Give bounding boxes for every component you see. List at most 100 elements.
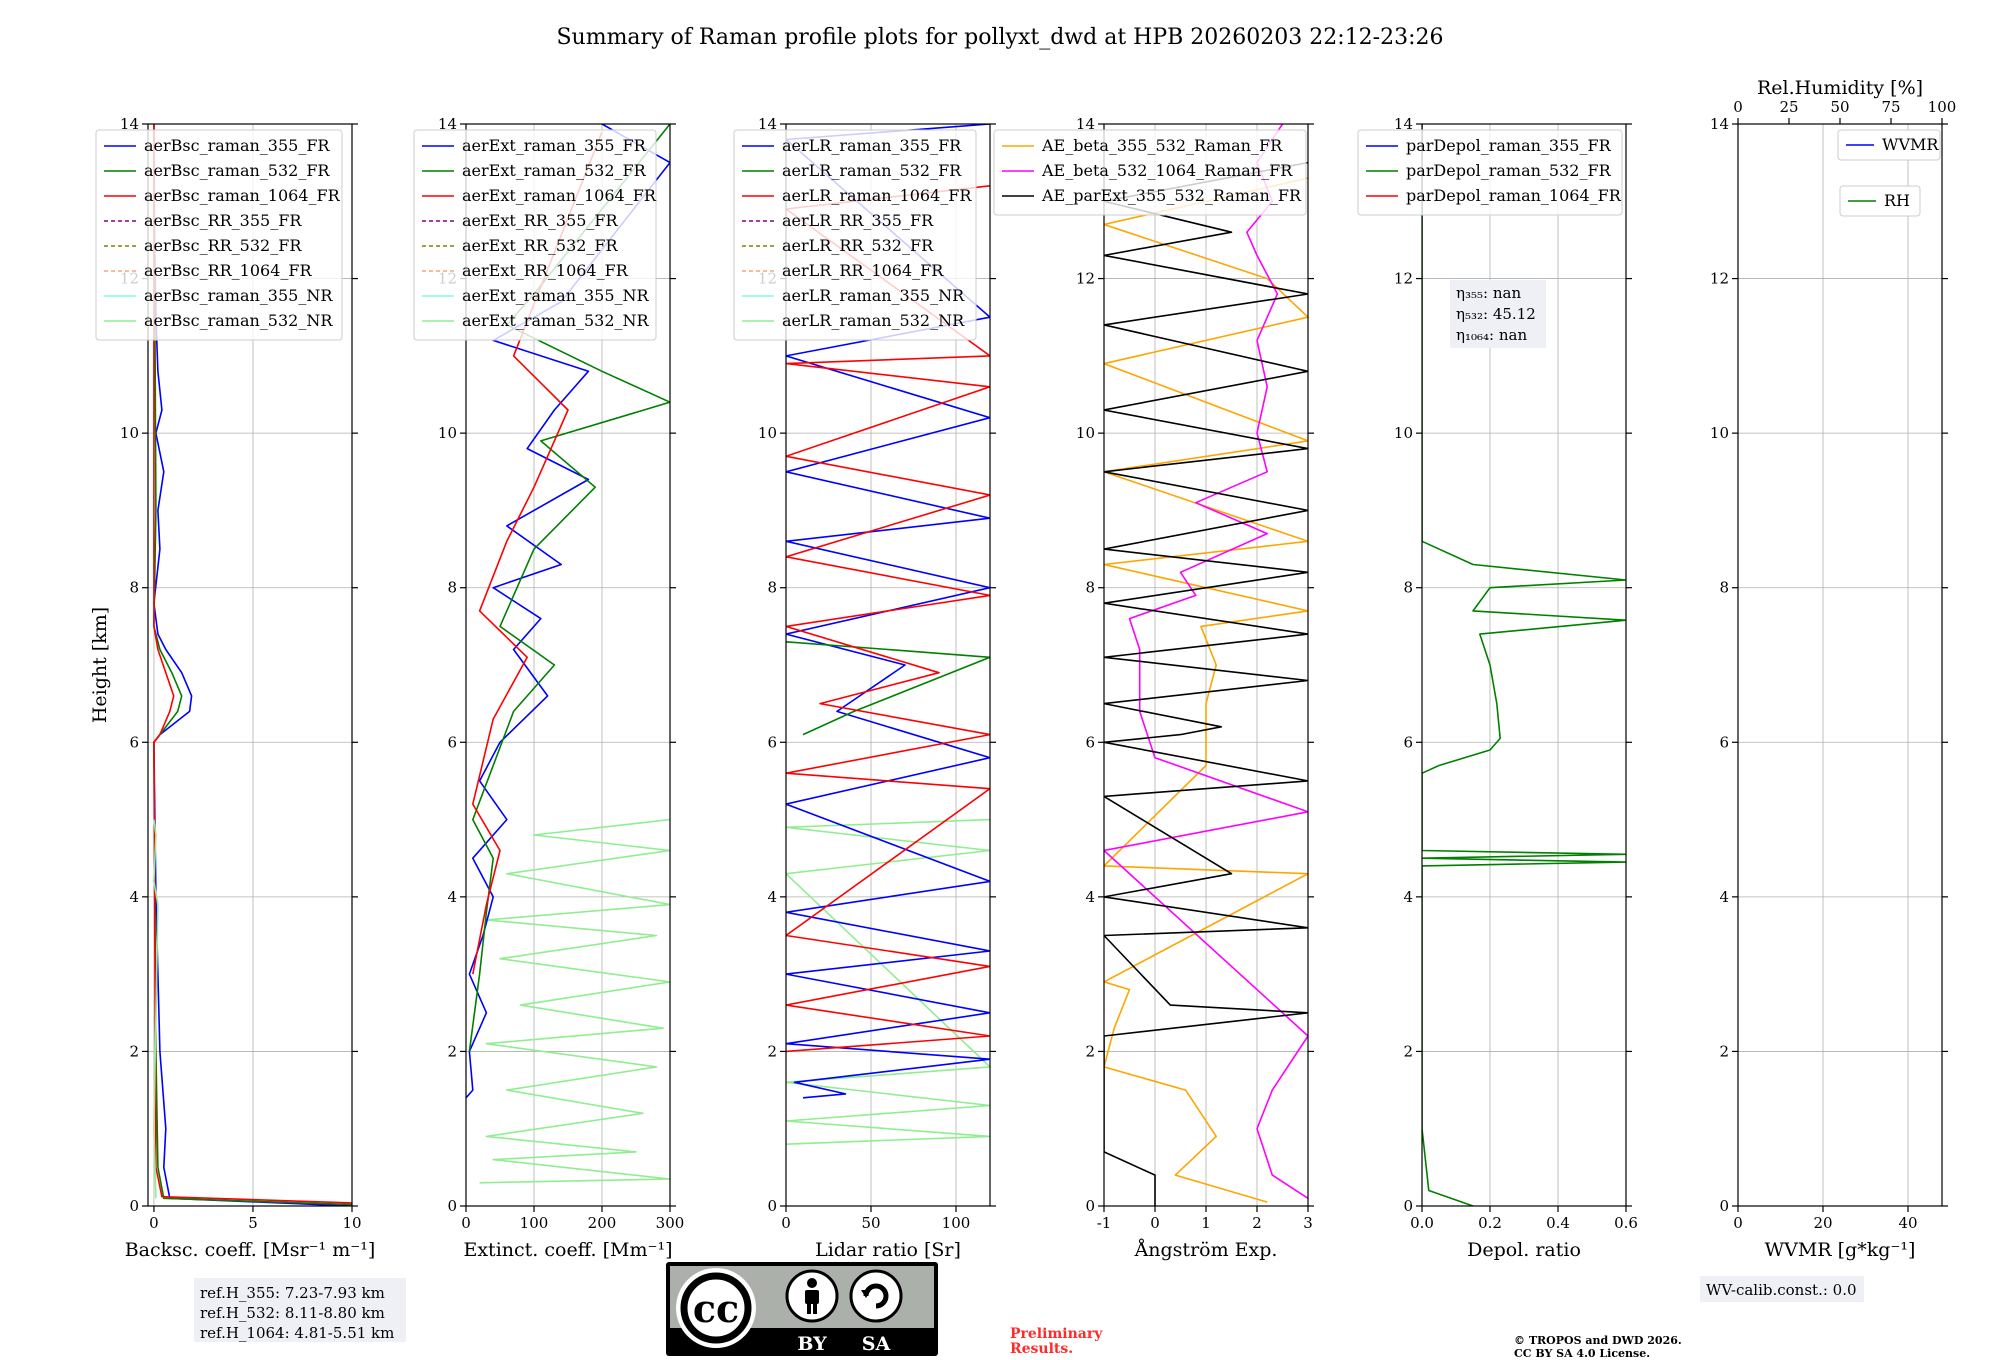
ytick-label: 10 — [120, 424, 139, 442]
legend-entry: aerBsc_raman_355_NR — [144, 286, 333, 305]
ytick-label: 12 — [1394, 270, 1413, 288]
ytick-label: 4 — [129, 888, 139, 906]
panel-lr: 02468101214050100Lidar ratio [Sr]aerLR_r… — [733, 115, 996, 1261]
ytick-label: 4 — [1719, 888, 1729, 906]
x-axis-label: Lidar ratio [Sr] — [815, 1239, 961, 1261]
panels-group: 024681012140510Backsc. coeff. [Msr⁻¹ m⁻¹… — [89, 77, 1956, 1261]
ytick-label: 14 — [438, 115, 457, 133]
axes-frame — [465, 123, 671, 1207]
legend-entry: aerExt_RR_1064_FR — [462, 261, 629, 280]
ytick-label: 4 — [447, 888, 457, 906]
ytick-label: 0 — [1085, 1197, 1095, 1215]
preliminary-line-1: Preliminary — [1010, 1326, 1103, 1342]
legend-entry: aerExt_raman_532_NR — [462, 311, 650, 330]
xtick-label: 0 — [1733, 1214, 1743, 1232]
top-xtick-label: 100 — [1928, 98, 1957, 116]
series-group-ae — [1104, 124, 1308, 1206]
ytick-label: 10 — [1394, 424, 1413, 442]
copyright-line-1: © TROPOS and DWD 2026. — [1514, 1334, 1682, 1347]
legend-entry: AE_beta_355_532_Raman_FR — [1041, 136, 1283, 155]
series-group-bsc — [153, 124, 352, 1206]
xtick-label: 1 — [1201, 1214, 1211, 1232]
legend-box — [1839, 185, 1921, 217]
ytick-label: 6 — [767, 733, 777, 751]
ytick-label: 8 — [447, 579, 457, 597]
ytick-label: 8 — [767, 579, 777, 597]
ytick-label: 6 — [1403, 733, 1413, 751]
xtick-label: 0.4 — [1546, 1214, 1570, 1232]
series-line-aerBsc_raman_1064_FR — [153, 124, 352, 1204]
ytick-label: 12 — [1076, 270, 1095, 288]
xtick-label: 0 — [149, 1214, 159, 1232]
ytick-label: 0 — [767, 1197, 777, 1215]
ref-height-1064: ref.H_1064: 4.81-5.51 km — [200, 1324, 394, 1342]
ytick-label: 8 — [1719, 579, 1729, 597]
ref-height-355: ref.H_355: 7.23-7.93 km — [200, 1284, 385, 1302]
legend-entry: aerBsc_raman_1064_FR — [144, 186, 341, 205]
legend-entry: aerExt_RR_532_FR — [462, 236, 619, 255]
legend-box — [1357, 129, 1623, 216]
preliminary-note: Preliminary Results. — [1010, 1326, 1103, 1357]
top-xtick-label: 0 — [1733, 98, 1743, 116]
legend-entry: parDepol_raman_355_FR — [1406, 136, 1612, 155]
eta-355: η₃₅₅: nan — [1456, 284, 1521, 302]
ytick-label: 14 — [1076, 115, 1095, 133]
ytick-label: 4 — [767, 888, 777, 906]
ytick-label: 14 — [1394, 115, 1413, 133]
ytick-label: 6 — [447, 733, 457, 751]
x-axis-label: WVMR [g*kg⁻¹] — [1765, 1239, 1916, 1261]
xtick-label: 40 — [1898, 1214, 1917, 1232]
legend-bsc: aerBsc_raman_355_FR aerBsc_raman_532_FRae… — [95, 129, 343, 341]
cc-sa-label: SA — [862, 1333, 891, 1355]
y-axis-label: Height [km] — [89, 607, 111, 723]
xtick-label: 20 — [1813, 1214, 1832, 1232]
x-axis-label: Extinct. coeff. [Mm⁻¹] — [463, 1239, 672, 1261]
series-line-aerExt_raman_355_FR — [466, 124, 670, 1099]
series-group-ext — [466, 124, 670, 1184]
panel-depol: 0 2 4 6 8 10 12 14 0.0 0.2 0.4 0.6 Depol. ratio parDe… — [1357, 115, 1638, 1261]
xtick-label: 100 — [942, 1214, 971, 1232]
legend-entry: aerBsc_raman_355_FR — [144, 136, 330, 155]
legend-entry: aerExt_RR_355_FR — [462, 211, 619, 230]
ytick-label: 4 — [1085, 888, 1095, 906]
xtick-label: 10 — [342, 1214, 361, 1232]
series-line-AE_parExt_355_532_Raman_FR — [1104, 161, 1308, 1206]
legend-box — [413, 129, 657, 341]
legend-entry: aerBsc_raman_532_FR — [144, 161, 330, 180]
ytick-label: 8 — [1403, 579, 1413, 597]
ytick-label: 14 — [120, 115, 139, 133]
series-line-aerBsc_raman_355_FR — [153, 124, 352, 1206]
legend-entry: aerBsc_raman_532_NR — [144, 311, 333, 330]
ytick-label: 2 — [447, 1042, 457, 1060]
top-xtick-label: 25 — [1779, 98, 1798, 116]
legend-entry: AE_beta_532_1064_Raman_FR — [1041, 161, 1293, 180]
ytick-label: 6 — [129, 733, 139, 751]
legend-lr: aerLR_raman_355_FR aerLR_raman_532_FR aerL… — [733, 129, 977, 341]
legend-entry: aerExt_raman_532_FR — [462, 161, 647, 180]
legend-wv: WVMR RH — [1837, 129, 1941, 217]
legend-entry: parDepol_raman_532_FR — [1406, 161, 1612, 180]
legend-entry: aerExt_raman_355_NR — [462, 286, 650, 305]
wv-calib-box: WV-calib.const.: 0.0 — [1700, 1276, 1864, 1302]
series-line-aerExt_raman_532_NR — [479, 818, 670, 1184]
xtick-label: 0.0 — [1410, 1214, 1434, 1232]
ytick-label: 12 — [1710, 270, 1729, 288]
panel-bsc: 024681012140510Backsc. coeff. [Msr⁻¹ m⁻¹… — [89, 115, 375, 1261]
legend-depol: parDepol_raman_355_FR parDepol_raman_532_… — [1357, 129, 1623, 216]
ytick-label: 6 — [1719, 733, 1729, 751]
xtick-label: 0.2 — [1478, 1214, 1502, 1232]
series-line-aerBsc_raman_532_NR — [153, 819, 159, 1199]
ytick-label: 0 — [1719, 1197, 1729, 1215]
top-axis-label: Rel.Humidity [%] — [1757, 77, 1923, 99]
ytick-label: 10 — [758, 424, 777, 442]
x-axis-label: Ångström Exp. — [1134, 1239, 1278, 1261]
legend-entry: aerLR_RR_1064_FR — [782, 261, 944, 280]
legend-entry: aerBsc_RR_532_FR — [144, 236, 302, 255]
legend-entry: parDepol_raman_1064_FR — [1406, 186, 1622, 205]
xtick-label: 200 — [588, 1214, 617, 1232]
cc-logo-text: cc — [693, 1286, 739, 1331]
legend-ext: aerExt_raman_355_FR aerExt_raman_532_FRae… — [413, 129, 657, 341]
